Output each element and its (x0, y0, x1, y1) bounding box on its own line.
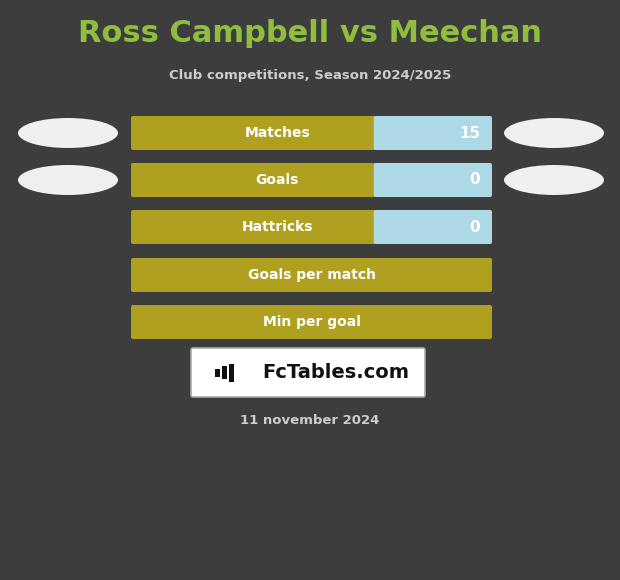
FancyBboxPatch shape (131, 163, 492, 197)
FancyBboxPatch shape (215, 368, 219, 376)
Text: FcTables.com: FcTables.com (262, 363, 409, 382)
FancyBboxPatch shape (374, 116, 492, 150)
FancyBboxPatch shape (131, 210, 492, 244)
Ellipse shape (504, 165, 604, 195)
Text: Min per goal: Min per goal (262, 315, 360, 329)
Text: Matches: Matches (244, 126, 310, 140)
Text: Club competitions, Season 2024/2025: Club competitions, Season 2024/2025 (169, 68, 451, 82)
Text: Ross Campbell vs Meechan: Ross Campbell vs Meechan (78, 19, 542, 48)
FancyBboxPatch shape (191, 348, 425, 397)
FancyBboxPatch shape (229, 364, 234, 382)
FancyBboxPatch shape (221, 366, 226, 379)
FancyBboxPatch shape (374, 163, 492, 197)
Ellipse shape (504, 118, 604, 148)
Text: Hattricks: Hattricks (241, 220, 313, 234)
Text: Goals per match: Goals per match (247, 268, 376, 282)
Ellipse shape (18, 165, 118, 195)
FancyBboxPatch shape (131, 258, 492, 292)
FancyBboxPatch shape (131, 116, 492, 150)
Ellipse shape (18, 118, 118, 148)
FancyBboxPatch shape (131, 305, 492, 339)
Text: 11 november 2024: 11 november 2024 (241, 414, 379, 426)
Text: 0: 0 (469, 172, 480, 187)
Text: 0: 0 (469, 219, 480, 234)
Text: Goals: Goals (255, 173, 299, 187)
FancyBboxPatch shape (374, 210, 492, 244)
Text: 15: 15 (459, 125, 480, 140)
